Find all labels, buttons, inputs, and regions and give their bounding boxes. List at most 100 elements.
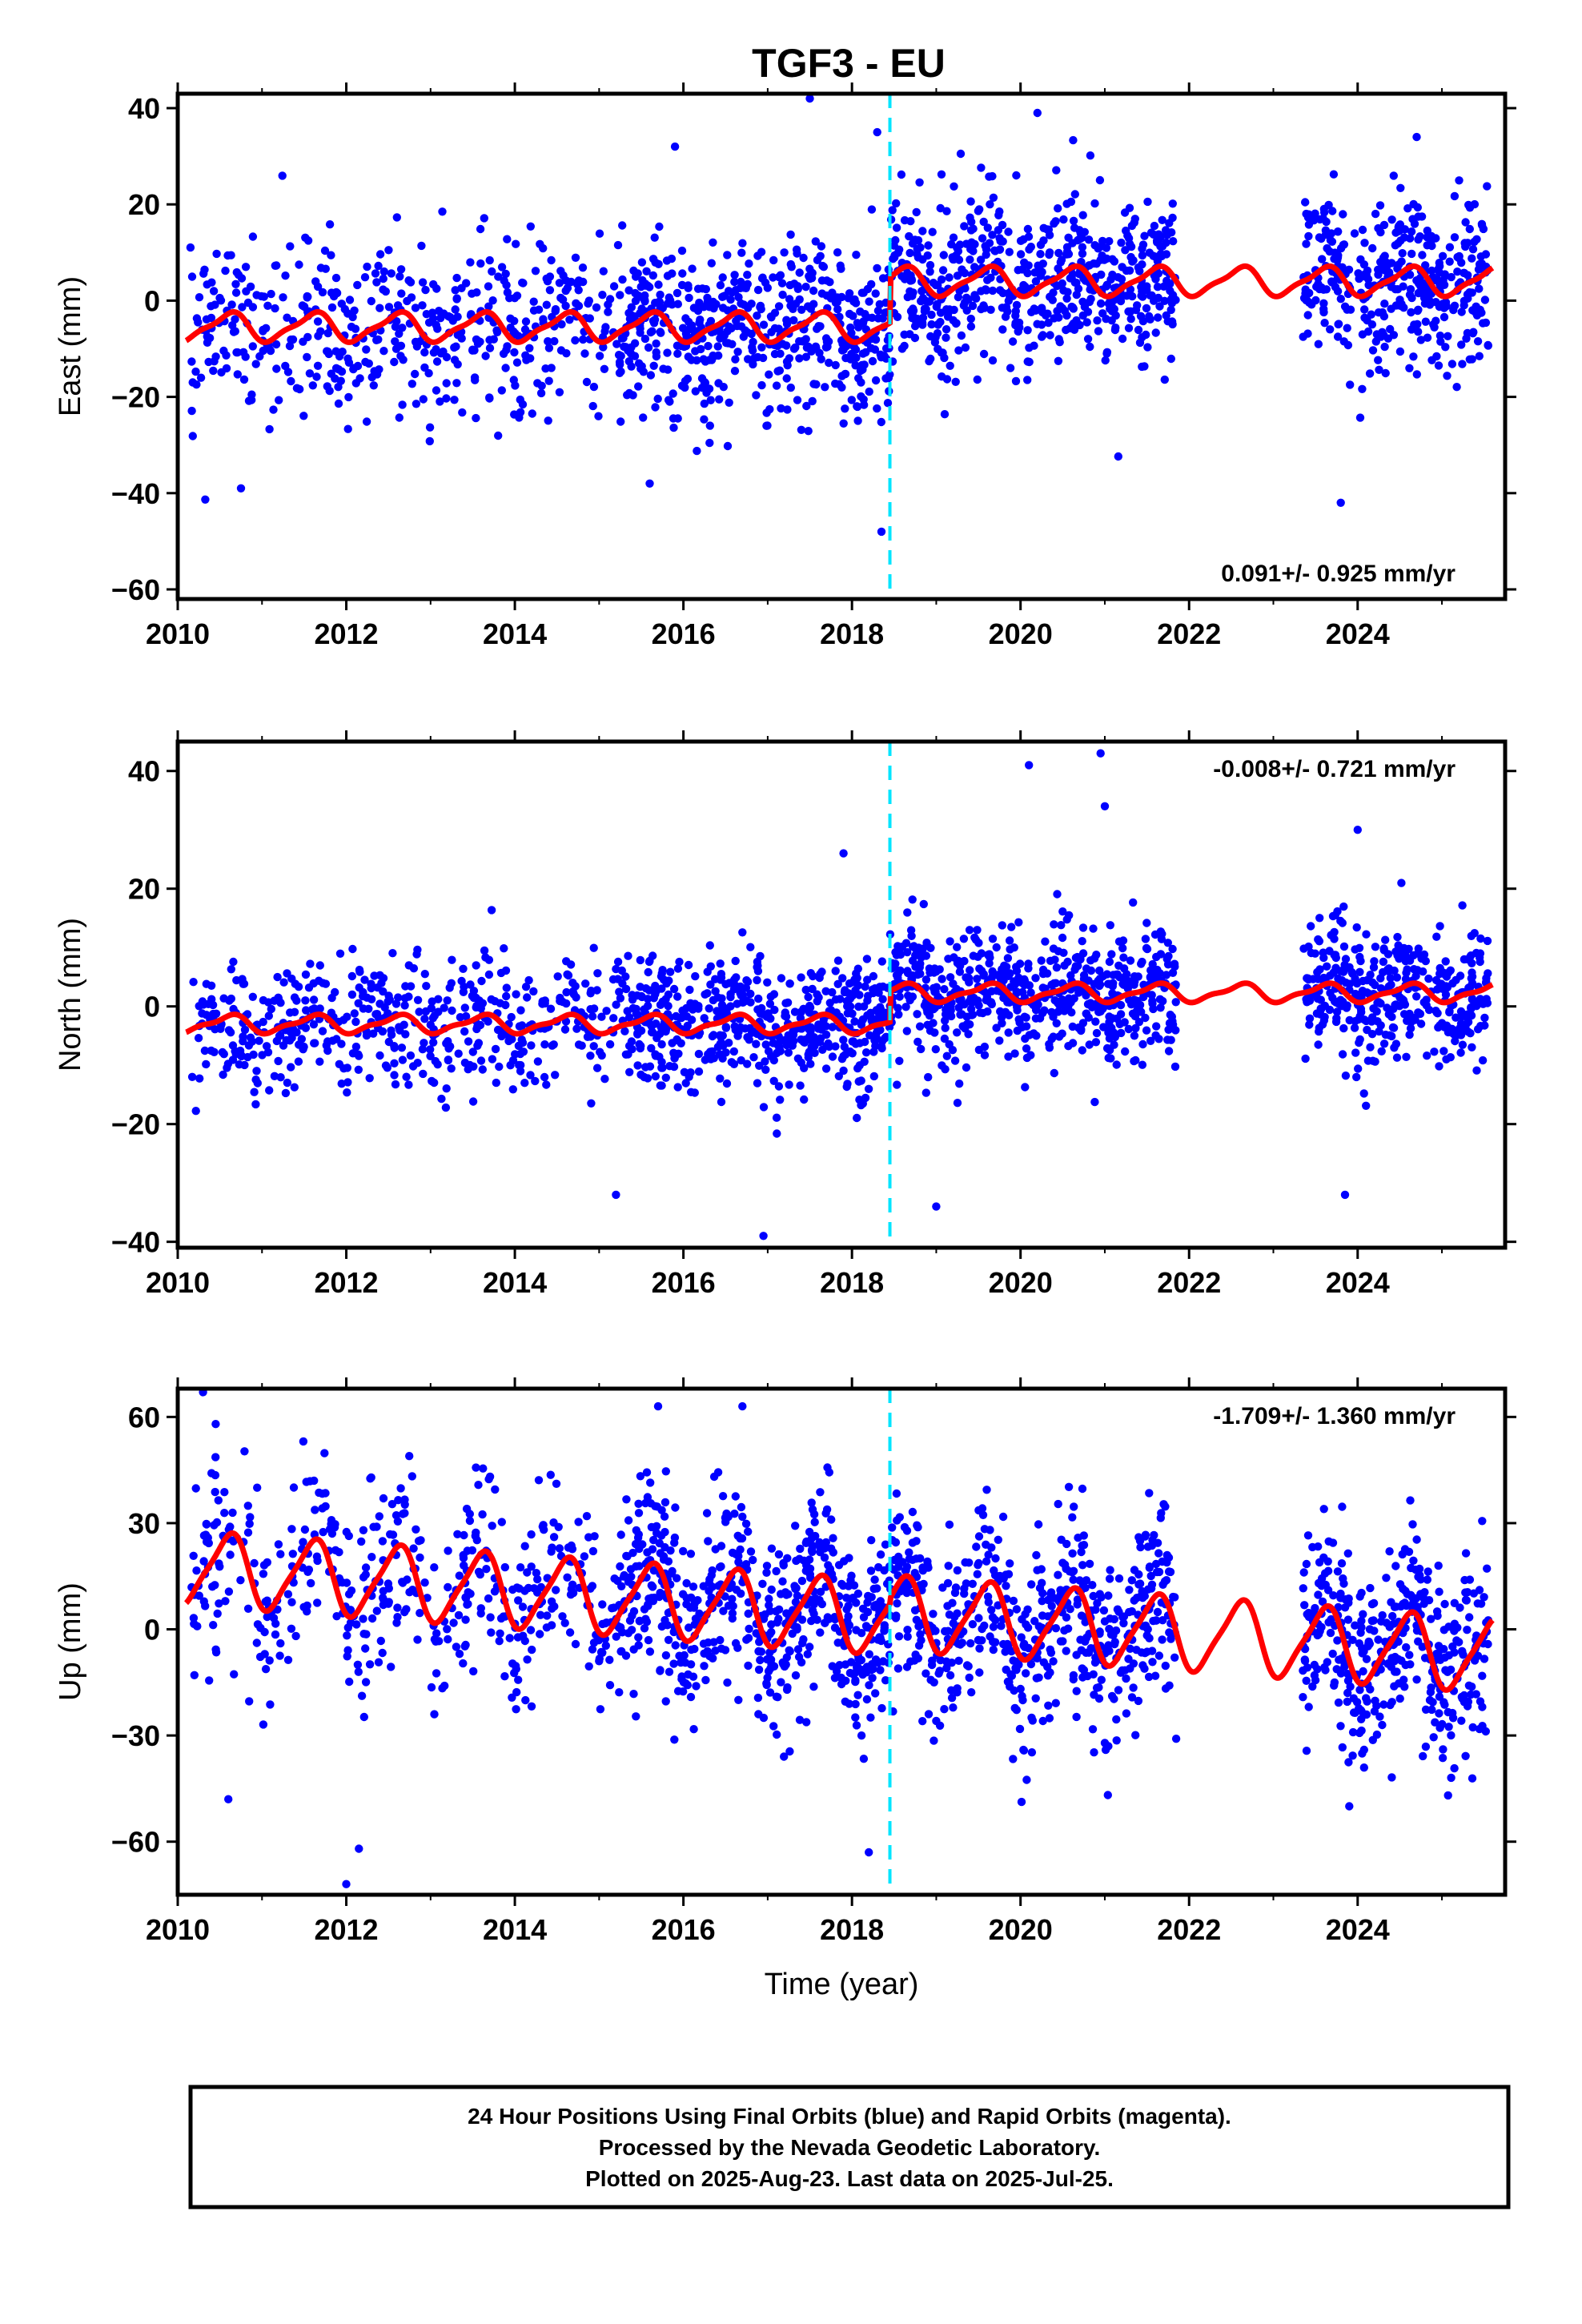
data-point xyxy=(701,1675,710,1685)
data-point xyxy=(279,293,287,302)
data-point xyxy=(1070,994,1078,1003)
data-point xyxy=(227,965,235,974)
data-point xyxy=(1007,923,1016,931)
data-point xyxy=(1378,308,1387,317)
data-point xyxy=(638,275,647,285)
data-point xyxy=(1405,364,1414,372)
data-point xyxy=(1464,1027,1472,1036)
data-point xyxy=(1004,227,1013,236)
data-point xyxy=(295,260,303,269)
data-point xyxy=(652,339,661,348)
y-tick-label: 40 xyxy=(128,755,160,788)
data-point xyxy=(618,275,627,284)
data-point xyxy=(402,1072,411,1081)
data-point xyxy=(1058,1029,1066,1038)
outlier-point xyxy=(873,127,881,137)
data-point xyxy=(1443,372,1452,380)
data-point xyxy=(793,1054,803,1063)
data-point xyxy=(876,1006,885,1015)
data-point xyxy=(1369,1616,1378,1625)
data-point xyxy=(657,1039,666,1049)
data-point xyxy=(1367,320,1377,329)
data-point xyxy=(1029,1029,1038,1039)
data-point xyxy=(840,1042,849,1051)
data-point xyxy=(644,343,653,352)
data-point xyxy=(1316,995,1326,1004)
data-point xyxy=(783,1683,792,1692)
data-point xyxy=(299,412,308,420)
data-point xyxy=(1391,241,1400,250)
data-point xyxy=(502,991,511,1001)
data-point xyxy=(865,297,873,306)
outlier-point xyxy=(1033,108,1042,118)
data-point xyxy=(718,1031,727,1040)
data-point xyxy=(992,1023,1001,1032)
data-point xyxy=(1358,384,1367,393)
data-point xyxy=(1314,340,1323,348)
data-point xyxy=(924,1710,934,1719)
data-point xyxy=(1399,998,1408,1007)
data-point xyxy=(615,987,624,996)
data-point xyxy=(274,1056,283,1066)
data-point xyxy=(1031,306,1040,315)
data-point xyxy=(953,1099,962,1108)
data-point xyxy=(502,983,511,992)
data-point xyxy=(831,1042,840,1051)
data-point xyxy=(233,370,242,379)
data-point xyxy=(746,989,755,999)
data-point xyxy=(187,1072,197,1082)
data-point xyxy=(1405,1009,1414,1019)
data-point xyxy=(717,970,726,979)
data-point xyxy=(708,1047,717,1056)
data-point xyxy=(398,1055,408,1064)
data-point xyxy=(965,926,974,935)
data-point xyxy=(966,314,976,324)
data-point xyxy=(313,1598,322,1607)
data-point xyxy=(978,1636,986,1645)
data-point xyxy=(441,1103,451,1112)
data-point xyxy=(644,986,654,995)
data-point xyxy=(941,1016,950,1025)
data-point xyxy=(642,1618,652,1626)
data-point xyxy=(1131,305,1141,315)
data-point xyxy=(789,316,798,325)
data-point xyxy=(1036,250,1045,259)
data-point xyxy=(1315,233,1324,242)
data-point xyxy=(1483,182,1492,191)
data-point xyxy=(1101,356,1110,365)
data-point xyxy=(1031,277,1041,286)
data-point xyxy=(1379,957,1388,967)
data-point xyxy=(1302,1747,1311,1755)
data-point xyxy=(1414,305,1423,314)
data-point xyxy=(1346,380,1355,389)
data-point xyxy=(1333,253,1343,262)
data-point xyxy=(239,375,249,384)
data-point xyxy=(572,279,582,289)
data-point xyxy=(609,1014,618,1023)
data-point xyxy=(1015,1724,1025,1734)
data-point xyxy=(732,973,741,982)
data-point xyxy=(444,312,453,321)
data-point xyxy=(702,388,711,397)
data-point xyxy=(1085,261,1094,270)
data-point xyxy=(941,1023,950,1032)
data-point xyxy=(765,1688,775,1697)
y-tick-label: 20 xyxy=(128,188,160,221)
data-point xyxy=(313,282,323,292)
data-point xyxy=(903,1626,912,1634)
north-panel: 2010 2012 2014 2016 2018 2020 2022 2024−40−2002… xyxy=(54,730,1516,1299)
data-point xyxy=(1045,1714,1054,1723)
data-point xyxy=(1395,347,1405,356)
data-point xyxy=(868,985,877,994)
data-point xyxy=(861,1037,869,1047)
data-point xyxy=(372,1010,382,1019)
data-point xyxy=(912,207,921,217)
data-point xyxy=(1002,1665,1010,1675)
data-point xyxy=(821,987,830,996)
data-point xyxy=(232,975,241,985)
data-point xyxy=(334,383,343,392)
data-point xyxy=(442,379,451,388)
data-point xyxy=(612,1000,620,1009)
data-point xyxy=(639,413,648,422)
data-point xyxy=(354,1667,363,1676)
